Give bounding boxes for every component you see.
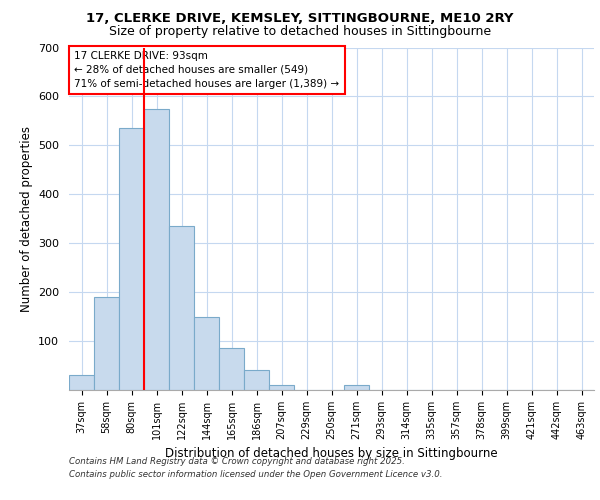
Bar [169, 226, 194, 390]
Text: Size of property relative to detached houses in Sittingbourne: Size of property relative to detached ho… [109, 25, 491, 38]
Bar [244, 370, 269, 390]
Text: 17, CLERKE DRIVE, KEMSLEY, SITTINGBOURNE, ME10 2RY: 17, CLERKE DRIVE, KEMSLEY, SITTINGBOURNE… [86, 12, 514, 26]
Bar [269, 385, 294, 390]
Bar [94, 297, 119, 390]
Text: 17 CLERKE DRIVE: 93sqm
← 28% of detached houses are smaller (549)
71% of semi-de: 17 CLERKE DRIVE: 93sqm ← 28% of detached… [74, 51, 340, 89]
Bar [144, 108, 169, 390]
X-axis label: Distribution of detached houses by size in Sittingbourne: Distribution of detached houses by size … [165, 448, 498, 460]
Bar [119, 128, 144, 390]
Bar [194, 316, 219, 390]
Bar [219, 348, 244, 390]
Text: Contains HM Land Registry data © Crown copyright and database right 2025.: Contains HM Land Registry data © Crown c… [69, 458, 405, 466]
Text: Contains public sector information licensed under the Open Government Licence v3: Contains public sector information licen… [69, 470, 443, 479]
Bar [344, 385, 369, 390]
Y-axis label: Number of detached properties: Number of detached properties [20, 126, 32, 312]
Bar [69, 376, 94, 390]
